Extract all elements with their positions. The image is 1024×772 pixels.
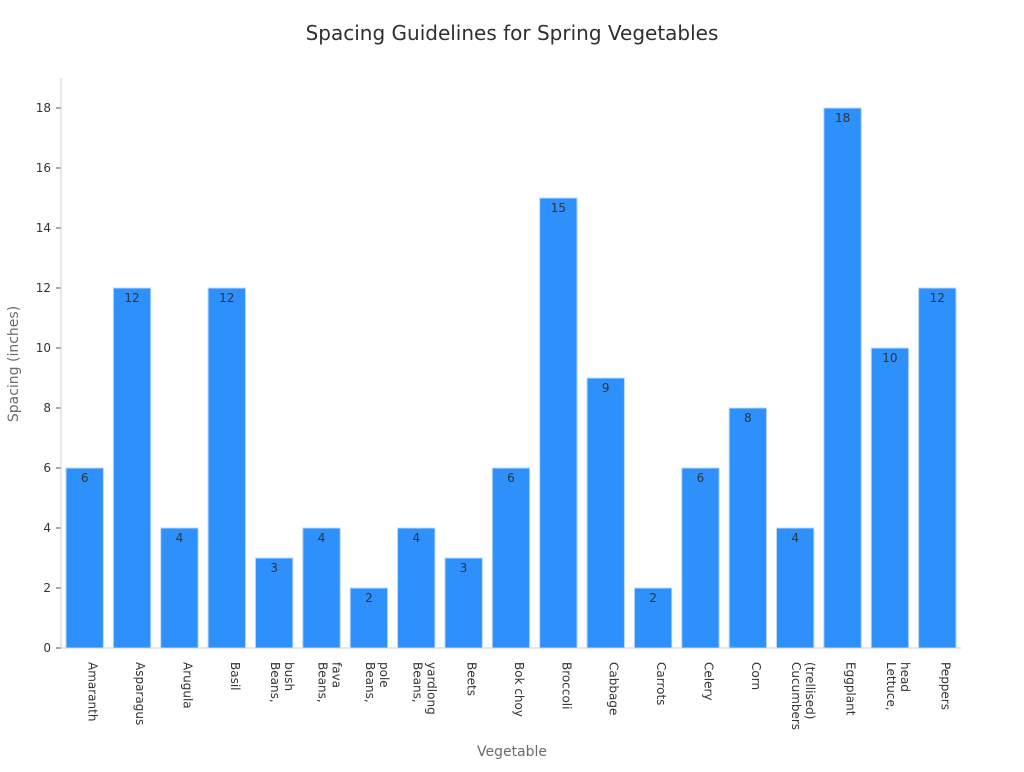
y-tick-label: 10 [36, 341, 51, 355]
x-category-label: Lettuce,head [884, 662, 912, 711]
y-tick-label: 18 [36, 101, 51, 115]
x-axis-title: Vegetable [477, 744, 547, 760]
bar-value-label: 18 [835, 111, 850, 125]
bar-value-label: 12 [219, 291, 234, 305]
bar [633, 587, 673, 649]
x-category-label: Broccoli [559, 662, 573, 709]
bar [397, 527, 436, 649]
x-category-label: Bok choy [512, 662, 526, 717]
x-category-label: Cucumbers(trellised) [789, 662, 817, 730]
bar [160, 527, 199, 649]
y-tick-label: 6 [43, 461, 51, 475]
x-category-label: Arugula [180, 662, 194, 709]
bar-value-label: 8 [744, 411, 752, 425]
bars [65, 107, 957, 649]
bar [586, 377, 625, 649]
bar [349, 587, 389, 649]
bar [823, 107, 862, 649]
bar-value-label: 12 [930, 291, 945, 305]
bar [728, 407, 768, 649]
bar [491, 467, 531, 649]
y-tick-label: 4 [43, 521, 51, 535]
x-category-label: Basil [228, 662, 242, 691]
x-category-label: Beans,bush [268, 662, 296, 703]
bar-value-label: 2 [649, 591, 657, 605]
bar [254, 557, 294, 649]
y-axis-title: Spacing (inches) [6, 306, 22, 422]
x-category-label: Beets [465, 662, 479, 696]
x-category-label: Beans,pole [363, 662, 391, 703]
x-category-label: Peppers [938, 662, 952, 710]
bar [918, 287, 957, 649]
x-category-label: Carrots [654, 662, 668, 705]
bar-value-label: 12 [124, 291, 139, 305]
bar-value-label: 4 [176, 531, 184, 545]
bar-value-label: 6 [81, 471, 89, 485]
bar-value-label: 4 [412, 531, 420, 545]
y-tick-label: 0 [43, 641, 51, 655]
y-tick-label: 2 [43, 581, 51, 595]
bar [65, 467, 104, 649]
bar [870, 347, 910, 649]
x-category-label: Cabbage [607, 662, 621, 715]
bar [207, 287, 246, 649]
y-tick-label: 12 [36, 281, 51, 295]
bar-value-label: 4 [318, 531, 326, 545]
y-tick-label: 8 [43, 401, 51, 415]
bar [112, 287, 152, 649]
y-tick-label: 14 [36, 221, 51, 235]
bar-value-label: 6 [507, 471, 515, 485]
bar-value-label: 6 [697, 471, 705, 485]
bar [302, 527, 341, 649]
bar [681, 467, 720, 649]
bar-value-label: 2 [365, 591, 373, 605]
x-category-label: Beans,yardlong [410, 662, 438, 715]
bar-value-label: 3 [270, 561, 278, 575]
bar-value-label: 4 [791, 531, 799, 545]
x-category-label: Eggplant [844, 662, 858, 716]
x-category-label: Amaranth [86, 662, 100, 721]
y-tick-label: 16 [36, 161, 51, 175]
y-axis-ticks: 0 2 4 6 8 10 12 14 16 18 [36, 101, 61, 655]
bar [776, 527, 815, 649]
x-category-label: Celery [701, 662, 715, 701]
x-axis-category-labels: Amaranth Asparagus Arugula Basil Beans,bush B… [86, 662, 953, 730]
x-category-label: Asparagus [133, 662, 147, 725]
bar-value-label: 9 [602, 381, 610, 395]
bar [539, 197, 578, 649]
x-category-label: Beans,fava [316, 662, 344, 703]
bar-value-label: 3 [460, 561, 468, 575]
x-category-label: Corn [749, 662, 763, 690]
chart-title: Spacing Guidelines for Spring Vegetables [306, 21, 719, 45]
bar-value-labels: 6 12 4 12 3 4 2 4 3 6 15 9 2 6 8 4 18 10 12 [81, 111, 945, 605]
bar-value-label: 15 [551, 201, 566, 215]
bar-value-label: 10 [882, 351, 897, 365]
